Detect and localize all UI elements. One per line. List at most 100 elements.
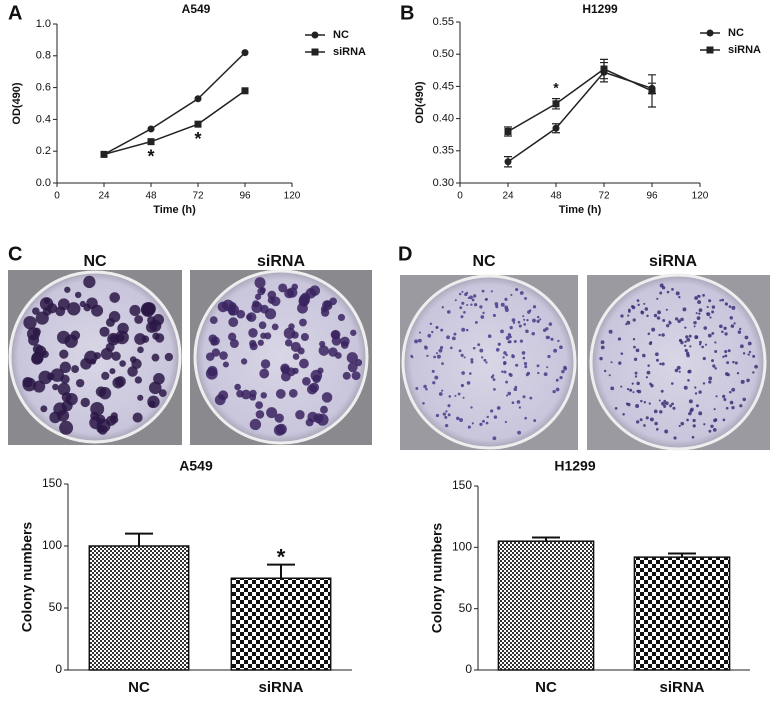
colony-dot [438, 348, 443, 353]
colony-dot [537, 371, 540, 375]
colony-dot [449, 346, 453, 350]
y-tick-label: 50 [49, 600, 63, 614]
colony-dot [32, 344, 43, 355]
colony-dot [656, 428, 659, 431]
colony-dot [708, 380, 712, 384]
colony-dot [425, 387, 428, 391]
colony-dot [671, 382, 674, 385]
colony-dot [257, 339, 264, 346]
colony-dot [436, 354, 441, 359]
colony-dot [60, 374, 70, 384]
colony-dot [501, 370, 504, 373]
colony-dot [504, 420, 507, 424]
colony-dot [490, 409, 494, 413]
colony-dot [446, 335, 450, 340]
colony-dot [493, 387, 496, 391]
colony-dot [299, 358, 309, 369]
colony-dot [677, 319, 681, 323]
colony-dot [680, 421, 685, 426]
colony-dot [516, 400, 521, 404]
colony-dot [634, 375, 638, 378]
colony-dot [729, 400, 734, 405]
colony-dot [108, 311, 121, 323]
colony-dot [680, 317, 684, 322]
colony-dot [744, 335, 749, 340]
colony-dot [114, 376, 126, 387]
colony-dot [721, 298, 725, 302]
bar [633, 556, 731, 671]
x-tick-label: 0 [54, 191, 60, 202]
colony-dot [464, 292, 468, 297]
colony-dot [440, 328, 444, 332]
colony-dot [687, 378, 690, 382]
colony-dot [447, 404, 451, 408]
colony-dot [445, 410, 448, 413]
colony-dot [505, 353, 508, 357]
marker [241, 49, 249, 57]
colony-dot [608, 374, 611, 377]
colony-dot [552, 389, 556, 394]
colony-dot [684, 348, 688, 353]
colony-dot [747, 341, 752, 346]
colony-dot [553, 348, 558, 353]
colony-dot [637, 303, 640, 306]
colony-dot [752, 354, 756, 358]
colony-dot [722, 355, 725, 358]
colony-dot [548, 322, 553, 326]
colony-dot [635, 404, 640, 408]
colony-dot [470, 358, 474, 362]
panel-letter: A [8, 2, 22, 24]
colony-dot [470, 303, 473, 306]
colony-dot [454, 299, 457, 302]
colony-dot [658, 399, 661, 402]
colony-dot [692, 418, 696, 423]
colony-dot [249, 339, 257, 348]
line [103, 90, 246, 156]
colony-dot [461, 301, 465, 305]
colony-dot [689, 345, 692, 348]
colony-dot [631, 382, 634, 385]
colony-dot [300, 292, 311, 303]
colony-dot [646, 314, 649, 318]
legend-marker [706, 46, 714, 54]
bar [230, 577, 332, 671]
colony-dot [702, 382, 706, 385]
colony-dot [704, 343, 708, 346]
colony-dot [151, 353, 160, 362]
colony-dot [461, 290, 464, 293]
colony-dot [724, 332, 728, 336]
colony-dot [686, 353, 690, 358]
chart-title: A549 [182, 2, 211, 16]
colony-dot [709, 316, 712, 319]
colony-dot [473, 303, 478, 307]
colony-dot [679, 339, 682, 342]
colony-dot [610, 361, 613, 364]
x-tick-label: 120 [284, 191, 301, 202]
y-tick-label: 50 [459, 601, 473, 615]
colony-dot [35, 311, 49, 325]
colony-dot [444, 423, 449, 428]
colony-dot [692, 424, 696, 428]
colony-dot [632, 318, 636, 322]
colony-dot [148, 381, 162, 395]
colony-dot [708, 299, 712, 303]
colony-dot [699, 343, 702, 346]
colony-dot [698, 308, 703, 313]
colony-dot [137, 346, 144, 354]
colony-dot [98, 387, 112, 400]
colony-dot [297, 302, 308, 314]
line [103, 52, 246, 156]
colony-dot [305, 418, 314, 427]
colony-dot [726, 361, 730, 365]
colony-dot [662, 319, 666, 322]
colony-dot [297, 347, 305, 355]
colony-dot [519, 291, 524, 295]
colony-dot [532, 305, 537, 309]
colony-dot [711, 359, 714, 363]
colony-dot [330, 329, 341, 340]
marker [241, 87, 249, 95]
y-tick-label: 0.8 [36, 50, 51, 62]
colony-dot [674, 368, 679, 373]
y-tick-label: 0.35 [433, 145, 454, 157]
colony-dot [617, 337, 622, 341]
